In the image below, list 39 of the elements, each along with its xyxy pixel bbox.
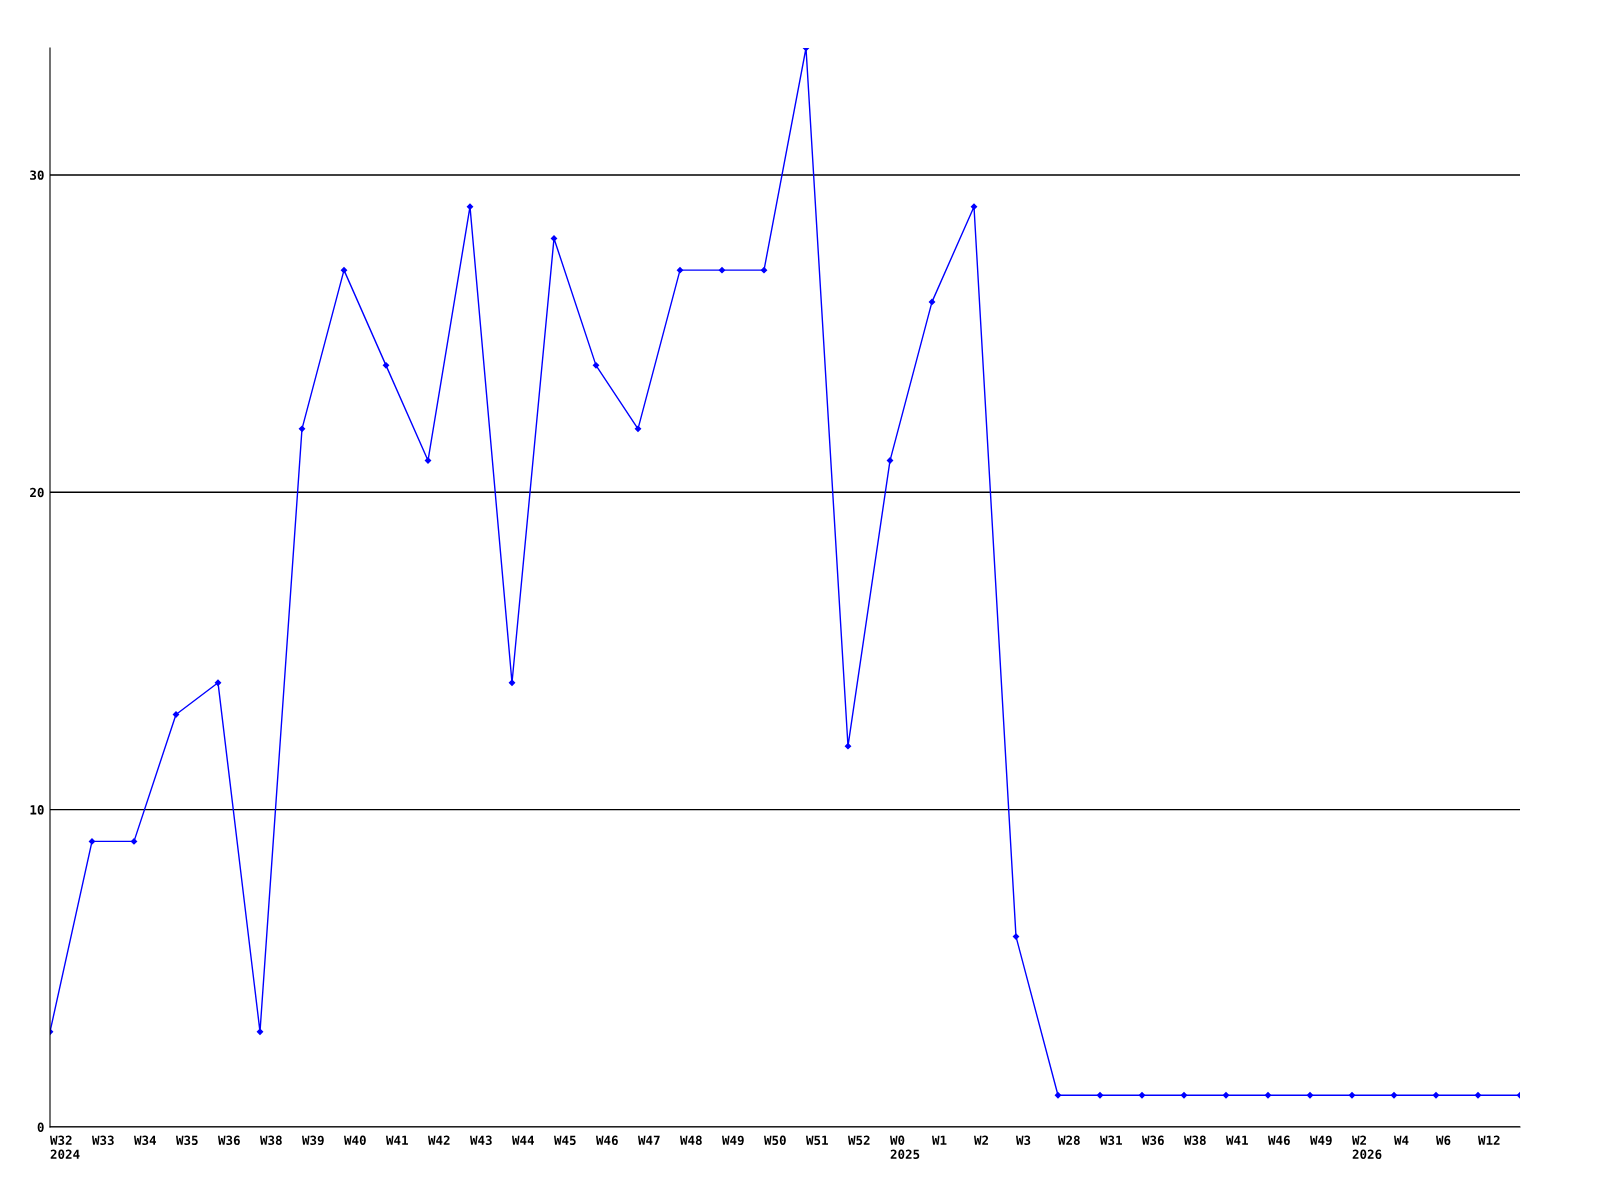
x-tick-label: W49 bbox=[1310, 1135, 1332, 1146]
x-tick-label: W41 bbox=[1226, 1135, 1248, 1145]
x-tick-label: W36 bbox=[218, 1135, 240, 1146]
x-tick-label: W1 bbox=[932, 1135, 947, 1145]
x-tick-label: W48 bbox=[680, 1135, 702, 1146]
x-tick-label: W44 bbox=[512, 1135, 535, 1145]
x-tick-label: W39 bbox=[302, 1135, 324, 1146]
x-tick-label: W2 bbox=[974, 1135, 989, 1145]
x-tick-label: W2 2026 bbox=[1352, 1135, 1382, 1160]
x-tick-label: W43 bbox=[470, 1135, 492, 1146]
y-tick-label: 30 bbox=[30, 170, 44, 180]
x-tick-label: W41 bbox=[386, 1135, 408, 1145]
x-tick-label: W6 bbox=[1436, 1135, 1451, 1146]
x-tick-label: W28 bbox=[1058, 1135, 1080, 1146]
x-tick-label: W50 bbox=[764, 1135, 786, 1146]
x-tick-label: W33 bbox=[92, 1135, 114, 1146]
y-tick-label: 20 bbox=[30, 487, 44, 498]
y-tick-label: 10 bbox=[30, 805, 44, 815]
x-tick-label: W45 bbox=[554, 1135, 576, 1146]
x-tick-label: W47 bbox=[638, 1135, 660, 1145]
y-tick-label: 0 bbox=[37, 1122, 44, 1132]
x-tick-label: W49 bbox=[722, 1135, 744, 1146]
x-tick-label: W42 bbox=[428, 1135, 450, 1145]
x-tick-label: W34 bbox=[134, 1135, 157, 1146]
x-tick-label: W38 bbox=[1184, 1135, 1206, 1146]
x-tick-label: W40 bbox=[344, 1135, 366, 1146]
x-tick-label: W36 bbox=[1142, 1135, 1164, 1146]
x-tick-label: W3 bbox=[1016, 1135, 1031, 1146]
x-tick-label: W51 bbox=[806, 1135, 828, 1146]
x-tick-label: W35 bbox=[176, 1135, 198, 1146]
x-tick-label: W46 bbox=[1268, 1135, 1290, 1146]
x-tick-label: W52 bbox=[848, 1135, 870, 1146]
x-tick-label: W32 2024 bbox=[50, 1135, 80, 1160]
x-tick-label: W46 bbox=[596, 1135, 618, 1146]
x-tick-label: W38 bbox=[260, 1135, 282, 1146]
x-tick-label: W4 bbox=[1394, 1135, 1409, 1145]
x-tick-label: W31 bbox=[1100, 1135, 1122, 1146]
x-tick-label: W0 2025 bbox=[890, 1135, 920, 1160]
x-tick-label: W12 bbox=[1478, 1135, 1500, 1145]
